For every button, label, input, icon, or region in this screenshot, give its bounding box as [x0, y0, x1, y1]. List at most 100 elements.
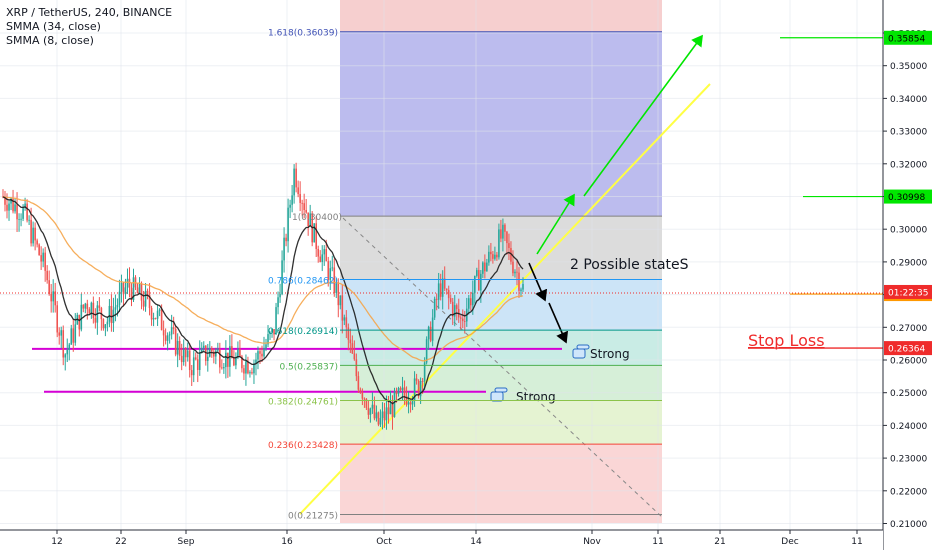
candle-body — [437, 283, 440, 300]
hand-finger — [494, 387, 508, 393]
candle-body — [156, 310, 159, 319]
candle-body — [335, 282, 338, 293]
candle-body — [469, 298, 472, 306]
candle-body — [225, 352, 227, 368]
candle-body — [28, 219, 30, 221]
candle-body — [463, 321, 466, 322]
arrow-down-2 — [548, 302, 569, 344]
candle-body — [54, 291, 57, 306]
candle-body — [150, 307, 153, 320]
time-remaining-label: 01:22:35 — [888, 288, 928, 298]
candle-body — [291, 195, 293, 205]
price-axis[interactable]: 0.21000 0.22000 0.23000 0.24000 0.25000 0.260… — [882, 0, 932, 550]
arrow-down-1 — [528, 262, 548, 302]
candle-body — [361, 391, 364, 399]
time-tick-label: 12 — [51, 537, 62, 547]
trend-lines — [0, 37, 883, 518]
candle-body — [455, 305, 458, 310]
candle-body — [407, 402, 410, 405]
candle-body — [301, 202, 303, 204]
candle-body — [243, 368, 245, 374]
stop-loss-label: Stop Loss — [748, 331, 825, 350]
candle-body — [221, 367, 223, 369]
candles — [2, 162, 524, 430]
candle-body — [472, 292, 474, 306]
candle-body — [142, 300, 145, 307]
time-tick-label: Sep — [178, 537, 195, 547]
fib-band-bottom — [340, 514, 662, 523]
candle-body — [421, 380, 424, 382]
candle-body — [190, 370, 193, 376]
candle-body — [293, 168, 295, 196]
time-tick-label: Dec — [781, 537, 798, 547]
candle-body — [441, 278, 444, 297]
candle-body — [68, 344, 71, 350]
price-tick-label: 0.32000 — [890, 160, 927, 170]
candle-body — [88, 309, 91, 314]
candle-body — [152, 317, 155, 320]
fib-label: 0.382(0.24761) — [268, 398, 338, 408]
candle-body — [184, 348, 187, 358]
candle-body — [251, 372, 253, 374]
candle-body — [176, 340, 179, 355]
candle-body — [110, 305, 113, 324]
candle-body — [196, 359, 199, 370]
candle-body — [512, 261, 514, 274]
candle-body — [409, 402, 412, 405]
candle-body — [219, 349, 221, 368]
candle-body — [275, 307, 277, 335]
candle-body — [510, 248, 512, 262]
hand-finger — [576, 344, 590, 350]
fib-label: 0.5(0.25837) — [279, 362, 338, 372]
candle-body — [132, 277, 135, 301]
indicator-smma-8[interactable]: SMMA (8, close) — [6, 34, 94, 47]
symbol-title[interactable]: XRP / TetherUS, 240, BINANCE — [6, 6, 173, 19]
candle-body — [379, 417, 382, 425]
candle-body — [6, 204, 8, 211]
candle-body — [508, 243, 510, 249]
fib-label: 1.618(0.36039) — [268, 29, 338, 39]
candle-body — [166, 335, 169, 341]
candle-body — [500, 229, 502, 239]
candle-body — [22, 207, 24, 219]
candle-body — [439, 283, 442, 297]
candle-body — [303, 203, 305, 211]
candle-body — [397, 388, 400, 394]
candle-body — [14, 204, 16, 212]
candle-body — [18, 219, 20, 220]
candle-body — [343, 317, 346, 321]
candle-body — [148, 294, 151, 308]
candle-body — [299, 194, 301, 203]
candle-body — [425, 339, 428, 363]
candle-body — [247, 361, 249, 374]
candle-body — [317, 249, 320, 257]
candle-body — [377, 412, 380, 425]
candle-body — [359, 389, 362, 392]
candle-body — [128, 278, 131, 288]
candle-body — [265, 344, 267, 349]
candle-body — [309, 213, 311, 227]
candle-body — [192, 357, 195, 376]
time-axis[interactable]: 12 22 Sep 16 Oct 14 Nov 11 21 Dec 11 — [0, 529, 883, 550]
candle-body — [305, 210, 307, 213]
candle-body — [443, 278, 446, 289]
candle-body — [271, 329, 273, 333]
candle-body — [50, 294, 52, 302]
fib-label: 0(0.21275) — [288, 512, 338, 522]
candle-body — [403, 387, 406, 396]
candle-body — [373, 404, 376, 419]
candle-body — [357, 376, 360, 390]
indicator-smma-34[interactable]: SMMA (34, close) — [6, 20, 101, 33]
fibonacci-bands — [340, 0, 662, 523]
candle-body — [136, 287, 139, 294]
candle-body — [58, 332, 61, 336]
price-tick-label: 0.26000 — [890, 357, 927, 367]
candle-body — [413, 378, 416, 401]
time-tick-label: 11 — [851, 537, 862, 547]
candle-body — [20, 218, 22, 220]
fib-band — [340, 330, 662, 366]
candle-body — [453, 305, 456, 317]
candle-body — [273, 329, 275, 335]
candle-body — [74, 324, 77, 343]
